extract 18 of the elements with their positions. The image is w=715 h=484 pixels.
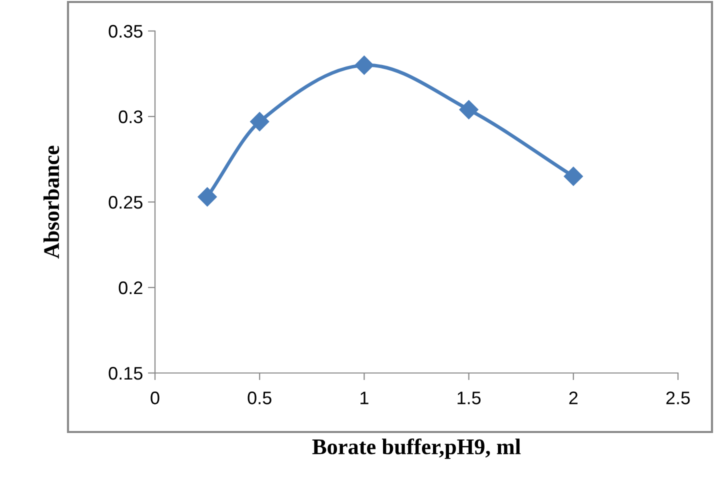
point [198,187,217,206]
y-tick-label: 0.2 [118,281,142,294]
y-axis-title: Absorbance [43,146,60,259]
point [564,166,583,186]
y-tick-label: 0.15 [108,366,142,380]
x-tick-label: 0.5 [248,392,272,404]
y-tick-label: 0.25 [108,196,142,209]
point [250,112,270,132]
point [459,100,478,120]
x-tick-label: 1.5 [458,392,481,404]
point [354,56,374,75]
y-tick-label: 0.35 [108,24,142,38]
x-tick-label: 2 [569,392,578,404]
x-tick-label: 0 [150,392,160,404]
x-tick-label: 1 [360,392,368,404]
x-tick-label: 2.5 [666,392,690,404]
y-tick-label: 0.3 [118,110,142,124]
x-axis-title: Borate buffer,pH9, ml [312,438,521,459]
